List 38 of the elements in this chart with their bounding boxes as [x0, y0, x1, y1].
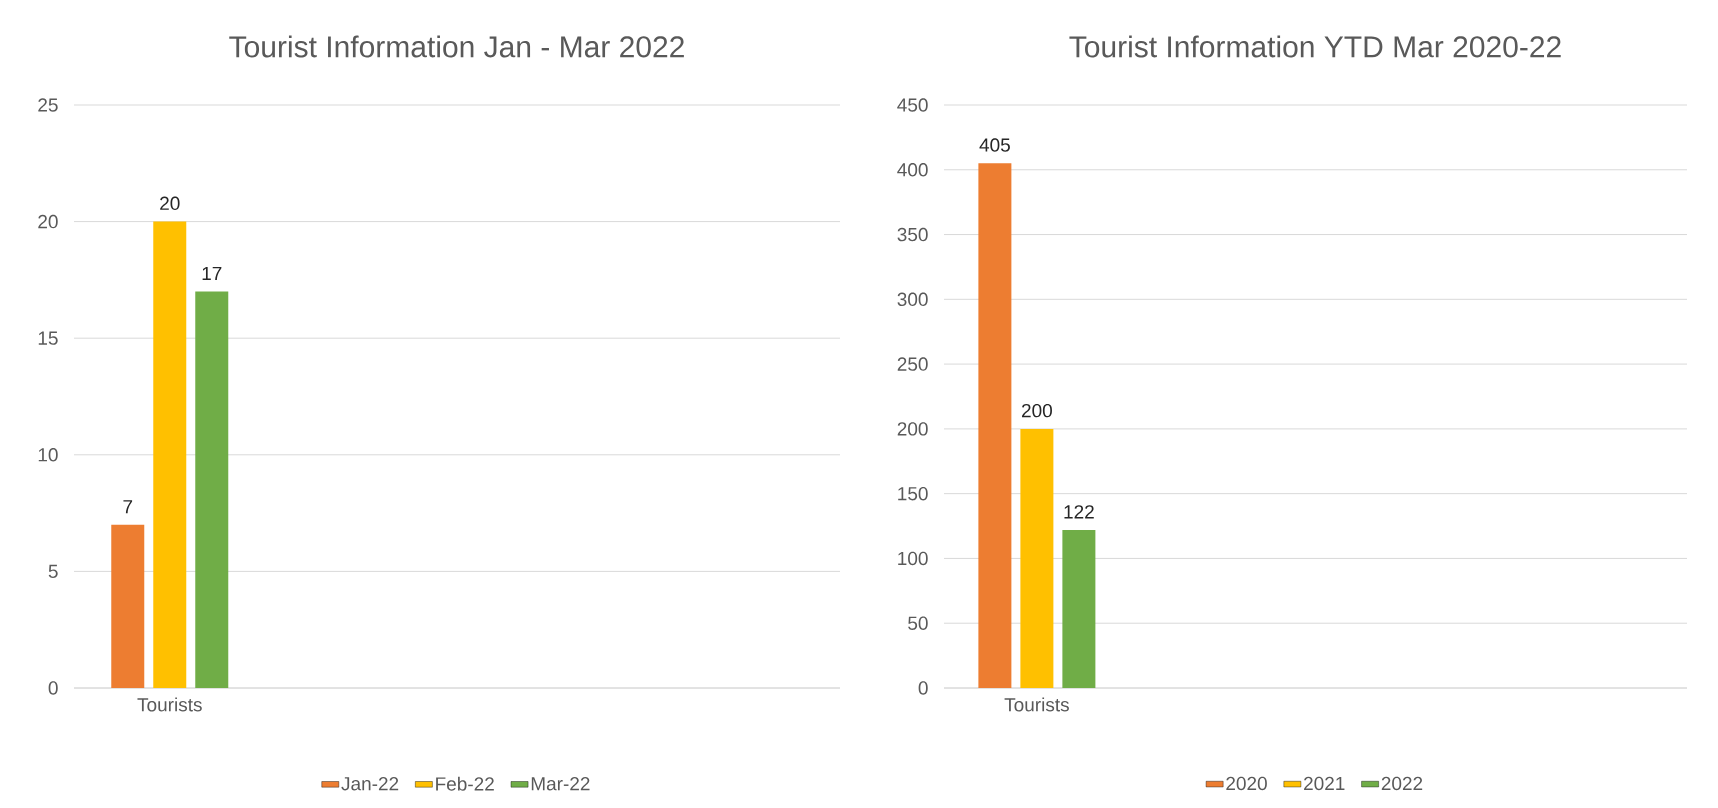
- y-tick-label: 200: [897, 422, 928, 436]
- bar: [111, 524, 145, 688]
- data-label: 7: [123, 500, 133, 514]
- y-tick-label: 100: [898, 551, 928, 566]
- y-tick-label: 0: [48, 681, 58, 695]
- legend-label: 2021: [1304, 776, 1345, 791]
- y-tick-label: 450: [897, 98, 928, 112]
- bar: [1020, 428, 1054, 688]
- data-label: 200: [1021, 403, 1052, 418]
- bar: [153, 221, 187, 688]
- legend-label: Mar-22: [531, 776, 590, 791]
- legend-label: Jan-22: [341, 776, 399, 791]
- y-tick-label: 300: [897, 292, 928, 307]
- x-tick-label: Tourists: [137, 697, 202, 712]
- y-tick-label: 50: [908, 616, 928, 630]
- legend-label: 2022: [1381, 776, 1423, 791]
- y-tick-label: 10: [38, 448, 58, 462]
- data-label: 405: [979, 138, 1010, 152]
- x-tick-label: Tourists: [1004, 697, 1069, 712]
- y-tick-label: 25: [38, 98, 58, 112]
- legend-label: Feb-22: [436, 776, 494, 791]
- data-label: 17: [202, 266, 222, 281]
- y-tick-label: 15: [38, 331, 58, 345]
- y-tick-label: 150: [898, 486, 928, 501]
- data-label: 20: [160, 196, 180, 211]
- y-tick-label: 5: [48, 564, 58, 579]
- bar: [1062, 529, 1096, 688]
- data-label: 122: [1064, 505, 1094, 519]
- chart-title: Tourist Information YTD Mar 2020-22: [1069, 35, 1561, 58]
- bar: [978, 163, 1012, 688]
- y-tick-label: 20: [38, 214, 58, 229]
- chart-title: Tourist Information Jan - Mar 2022: [229, 35, 684, 58]
- y-tick-label: 400: [897, 163, 928, 177]
- bar: [195, 291, 229, 688]
- y-tick-label: 0: [918, 681, 928, 695]
- y-tick-label: 250: [897, 357, 928, 371]
- y-tick-label: 350: [897, 227, 928, 242]
- legend-label: 2020: [1226, 776, 1267, 791]
